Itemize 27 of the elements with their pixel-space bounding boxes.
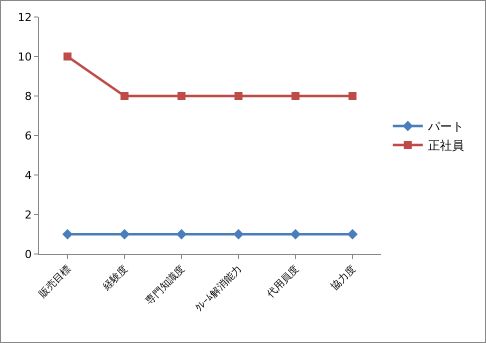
point bbox=[233, 229, 244, 240]
y-tick-label: 12 bbox=[18, 10, 32, 24]
point bbox=[178, 92, 186, 100]
y-tick-label: 8 bbox=[24, 90, 32, 103]
x-tick-label: 代用員度 bbox=[264, 263, 302, 301]
y-tick-label: 2 bbox=[24, 208, 32, 222]
point bbox=[348, 92, 356, 100]
point bbox=[120, 92, 128, 100]
y-tick-label: 6 bbox=[24, 129, 32, 142]
point bbox=[290, 229, 301, 240]
y-tick-label: 4 bbox=[24, 168, 32, 182]
legend-label: パート bbox=[426, 120, 464, 134]
y-tick-label: 10 bbox=[18, 50, 32, 64]
point bbox=[234, 92, 242, 100]
x-tick-label: 経験度 bbox=[100, 263, 130, 294]
x-tick-label: 協力度 bbox=[328, 263, 358, 293]
point bbox=[347, 229, 358, 240]
legend-label: 正社員 bbox=[428, 138, 464, 153]
point bbox=[62, 229, 73, 240]
x-tick-label: 専門知識度 bbox=[143, 263, 188, 308]
point bbox=[292, 92, 300, 100]
point bbox=[64, 52, 72, 60]
y-tick-label: 0 bbox=[24, 248, 32, 261]
x-tick-label: 販売目標 bbox=[36, 263, 74, 300]
x-tick-label: ｸﾚｰﾑ解消能力 bbox=[193, 263, 244, 314]
point bbox=[176, 229, 187, 240]
point bbox=[119, 229, 130, 240]
